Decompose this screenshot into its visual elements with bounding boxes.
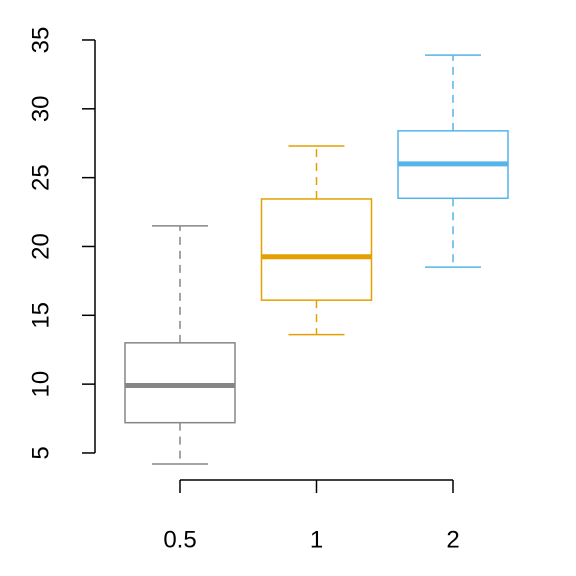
y-tick-label: 25 [27, 164, 54, 191]
box [124, 342, 236, 424]
y-tick-label: 15 [27, 302, 54, 329]
y-tick-label: 5 [27, 446, 54, 459]
y-tick-label: 10 [27, 371, 54, 398]
box [260, 198, 373, 301]
y-tick-label: 20 [27, 233, 54, 260]
x-tick-label: 1 [310, 526, 323, 553]
x-tick-label: 2 [446, 526, 459, 553]
y-tick-label: 30 [27, 95, 54, 122]
x-tick-label: 0.5 [163, 526, 196, 553]
y-tick-label: 35 [27, 27, 54, 54]
